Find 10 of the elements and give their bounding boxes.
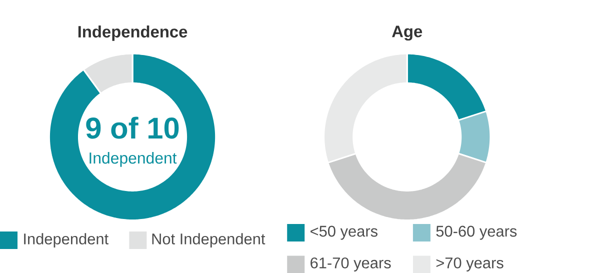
legend-label: 50-60 years [436,226,517,240]
legend-label: >70 years [436,257,504,272]
text: Independent [90,152,177,167]
legend-label: 61-70 years [310,257,391,272]
text: 9 of 10 [86,116,179,139]
chart-title: Age [392,26,422,40]
chart-title: Independence [78,25,188,41]
legend-label: Not Independent [152,232,266,248]
legend-label: Independent [24,232,108,248]
legend-label: <50 years [310,226,378,240]
